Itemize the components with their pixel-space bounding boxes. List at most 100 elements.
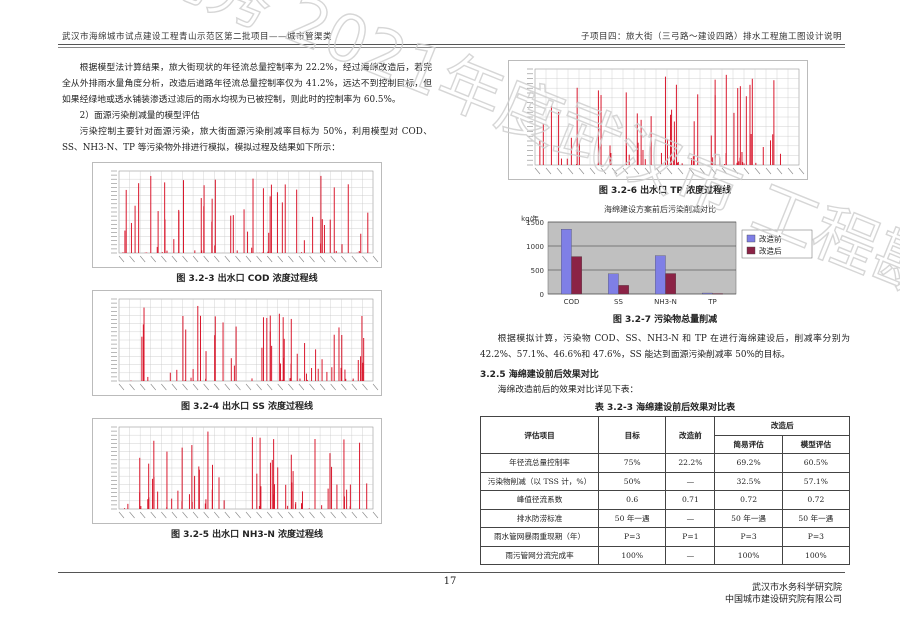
table-cell: 32.5% (714, 471, 783, 491)
tick-mark (743, 167, 750, 175)
footer-rule (58, 572, 845, 573)
legend-label: 改造前 (759, 234, 782, 244)
tick-mark (330, 383, 336, 391)
table-row: 雨污管网分流完成率 100% —100% 100% (479, 545, 851, 565)
tick-mark (150, 255, 156, 263)
tick-mark (266, 511, 273, 519)
table-row: 峰值径流系数 0.6 0.71 0.72 0.72 (479, 490, 851, 510)
bar-chart-svg: 海绵建设方案前后污染削减对比 kg/年 0 500 1000 1500 COD SS NH3-N… (521, 204, 813, 306)
y-axis-label: kg/年 (521, 214, 539, 223)
tick-mark (666, 167, 673, 175)
bar-after (618, 285, 629, 295)
figure-caption-cod: 图 3.2-3 出水口 COD 浓度过程线 (176, 274, 318, 284)
table-cell: 雨水管网暴雨重现期（年） (479, 527, 600, 547)
tick-mark (298, 511, 305, 519)
tick-mark (139, 383, 146, 391)
table-cell: P=3 (598, 527, 667, 547)
table-cell: 50 年一遇 (714, 508, 783, 528)
tick-mark (341, 383, 347, 391)
subheading-pollution: 2）面源污染削减量的模型评估 (79, 111, 200, 121)
table-row: 污染物削减（以 TSS 计，%） 50% —32.5% 57.1% (479, 471, 851, 491)
y-tick-label: 0 (540, 291, 544, 299)
tick-mark (245, 511, 252, 519)
tick-mark (319, 511, 326, 519)
tick-mark (277, 255, 283, 263)
bar-after (571, 256, 582, 295)
cod-concentration-chart (92, 162, 382, 268)
tick-mark (341, 511, 347, 519)
tick-mark (235, 511, 241, 519)
paragraph-table-intro: 海绵改造前后的效果对比详见下表： (497, 385, 639, 395)
nh3n-chart-plot (111, 426, 379, 519)
table-cell: 100% (598, 545, 667, 565)
table-cell: 污染物削减（以 TSS 计，%） (479, 471, 600, 491)
tick-mark (298, 255, 305, 263)
tick-mark (256, 255, 262, 263)
tick-mark (118, 255, 125, 263)
table-cell: 0.72 (714, 490, 783, 510)
tick-mark (798, 167, 805, 175)
y-tick-label: 1500 (526, 219, 544, 227)
tick-mark (600, 167, 607, 175)
tick-mark (633, 167, 640, 175)
bar-before (702, 292, 713, 295)
table-title: 表 3.2-3 海绵建设前后效果对比表 (594, 403, 736, 413)
tick-mark (182, 255, 188, 263)
tick-mark (235, 255, 241, 263)
tick-mark (655, 167, 662, 175)
table-cell: 50% (598, 471, 667, 491)
header-rule-thin (58, 47, 845, 48)
tick-mark (362, 511, 368, 519)
tick-mark (288, 383, 294, 391)
left-column: 根据模型法计算结果，旅大街现状的年径流总量控制率为 22.2%，经过海绵改造后，… (62, 60, 432, 546)
tick-mark (589, 167, 596, 175)
x-tick-label: SS (614, 298, 623, 306)
tick-mark (309, 255, 315, 263)
figure-caption-nh3n: 图 3.2-5 出水口 NH3-N 浓度过程线 (170, 530, 324, 540)
table-cell: 75% (598, 453, 667, 473)
ss-concentration-chart (92, 290, 382, 396)
tick-mark (150, 383, 156, 391)
tick-mark (277, 511, 283, 519)
tick-mark (266, 383, 273, 391)
tick-mark (118, 383, 125, 391)
comparison-table: 评估项目 目标 改造前 改造后 简易评估 模型评估 年径流总量控制率 75% 22.… (479, 416, 851, 565)
table-cell: P=1 (665, 527, 716, 547)
tick-mark (214, 255, 220, 263)
tick-mark (118, 511, 125, 519)
header-rule (58, 44, 845, 45)
table-cell: 年径流总量控制率 (479, 453, 600, 473)
x-tick-label: NH3-N (654, 298, 677, 306)
tick-mark (309, 383, 315, 391)
tick-mark (534, 167, 541, 175)
tick-mark (139, 255, 146, 263)
table-cell: 60.5% (781, 453, 851, 473)
page-number: 17 (443, 576, 457, 587)
tick-mark (362, 255, 368, 263)
table-cell: 峰值径流系数 (479, 490, 600, 510)
figure-caption-tp: 图 3.2-6 出水口 TP 浓度过程线 (598, 186, 732, 196)
tick-mark (235, 383, 241, 391)
tick-mark (721, 167, 728, 175)
header-model: 模型评估 (781, 434, 851, 454)
header-item: 评估项目 (479, 416, 600, 454)
section-heading: 3.2.5 海绵建设前后效果对比 (480, 370, 599, 380)
tick-mark (245, 255, 252, 263)
tick-mark (710, 167, 717, 175)
bar-after (665, 273, 676, 295)
legend-swatch (746, 246, 756, 255)
tick-mark (330, 511, 336, 519)
figure-caption-ss: 图 3.2-4 出水口 SS 浓度过程线 (180, 402, 314, 412)
table-cell: 排水防涝标准 (479, 508, 600, 528)
paragraph-pollution: 污染控制主要针对面源污染，旅大街面源污染削减率目标为 50%，利用模型对 COD… (62, 127, 432, 153)
bar-before (608, 273, 619, 295)
tick-mark (224, 383, 231, 391)
tick-mark (776, 167, 783, 175)
table-row: 雨水管网暴雨重现期（年） P=3 P=1 P=3 P=3 (479, 527, 851, 547)
tick-mark (224, 511, 231, 519)
tick-mark (351, 511, 358, 519)
tick-mark (256, 383, 262, 391)
pollutant-reduction-chart: 海绵建设方案前后污染削减对比 kg/年 0 500 1000 1500 COD SS NH3-N… (500, 202, 820, 312)
tick-mark (161, 511, 167, 519)
tick-mark (699, 167, 706, 175)
